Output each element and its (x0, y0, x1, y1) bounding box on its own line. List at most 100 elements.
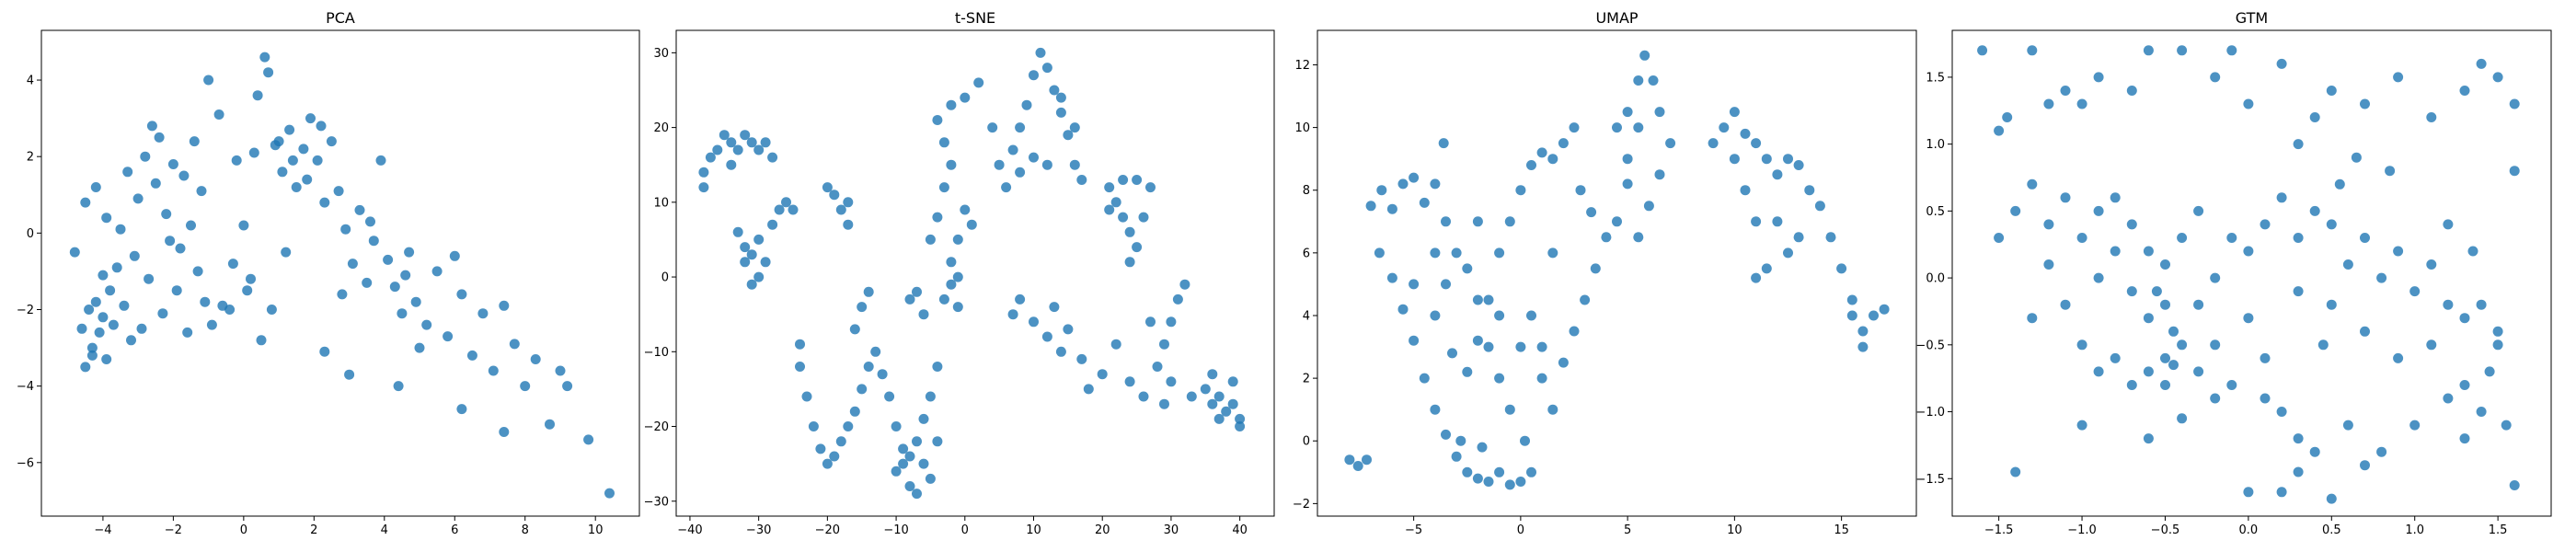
scatter-point (2043, 98, 2054, 109)
scatter-point (1814, 201, 1825, 212)
scatter-point (2426, 339, 2437, 351)
scatter-point (1804, 185, 1815, 196)
scatter-point (2076, 420, 2087, 431)
scatter-point (1376, 185, 1387, 196)
scatter-point (732, 144, 743, 155)
scatter-point (1793, 160, 1804, 170)
scatter-point (488, 365, 499, 376)
scatter-point (2342, 259, 2353, 270)
scatter-point (2276, 192, 2287, 203)
scatter-point (698, 182, 709, 193)
scatter-point (932, 436, 943, 447)
scatter-point (1069, 122, 1080, 133)
x-tick-label: −1.5 (1984, 523, 2014, 537)
scatter-point (344, 369, 355, 380)
scatter-point (2443, 219, 2454, 230)
scatter-point (1069, 159, 1080, 170)
x-tick-label: 1.0 (2405, 523, 2424, 537)
scatter-point (1526, 466, 1536, 477)
scatter-point (946, 257, 957, 268)
scatter-point (1569, 326, 1580, 337)
scatter-point (1846, 310, 1857, 321)
scatter-point (1166, 376, 1177, 387)
scatter-point (2060, 192, 2071, 203)
scatter-point (2168, 360, 2179, 371)
x-tick-label: 20 (1095, 523, 1110, 537)
scatter-point (1494, 466, 1505, 477)
scatter-point (2210, 72, 2221, 83)
scatter-point (843, 197, 854, 208)
scatter-point (973, 77, 984, 88)
scatter-point (2243, 313, 2254, 324)
scatter-point (1719, 122, 1730, 133)
scatter-point (2360, 326, 2370, 337)
scatter-point (2093, 366, 2104, 377)
scatter-point (1430, 178, 1441, 190)
scatter-point (2260, 219, 2271, 230)
scatter-point (312, 155, 323, 166)
scatter-point (877, 369, 888, 380)
scatter-point (2060, 86, 2071, 96)
scatter-point (248, 147, 259, 158)
y-tick-label: 1.0 (1926, 138, 1945, 152)
scatter-point (122, 167, 133, 178)
scatter-point (1622, 154, 1633, 165)
scatter-point (2476, 299, 2487, 310)
scatter-point (788, 204, 799, 215)
scatter-point (822, 458, 833, 469)
scatter-point (1235, 421, 1246, 431)
scatter-point (2492, 339, 2503, 351)
scatter-point (1419, 373, 1430, 384)
scatter-point (1472, 335, 1483, 346)
scatter-point (1124, 226, 1135, 237)
scatter-point (256, 335, 267, 346)
scatter-point (1665, 138, 1676, 149)
y-tick-label: −2 (17, 304, 34, 317)
scatter-point (719, 130, 730, 141)
scatter-point (2492, 326, 2503, 337)
scatter-point (1029, 70, 1039, 81)
scatter-point (1783, 247, 1793, 259)
scatter-point (2260, 393, 2271, 404)
scatter-point (946, 99, 957, 110)
scatter-point (2143, 313, 2154, 324)
scatter-point (362, 277, 373, 288)
scatter-point (365, 216, 375, 227)
scatter-point (1041, 331, 1052, 342)
scatter-point (2027, 45, 2038, 56)
scatter-point (213, 109, 224, 120)
scatter-point (2210, 272, 2221, 283)
scatter-point (1152, 362, 1163, 372)
scatter-point (443, 331, 454, 342)
scatter-point (2334, 178, 2345, 190)
scatter-point (1055, 92, 1066, 103)
x-tick-label: 10 (1026, 523, 1041, 537)
scatter-point (86, 342, 98, 353)
scatter-point (1836, 263, 1847, 274)
scatter-point (466, 350, 477, 361)
scatter-point (1793, 232, 1804, 243)
scatter-point (90, 296, 101, 307)
scatter-point (938, 137, 949, 148)
scatter-point (1124, 257, 1135, 268)
y-tick-label: −1.5 (1915, 473, 1945, 487)
panel-3: GTM −1.5 −1.0 −0.5 0.0 0.5 1.0 1.5 −1.5 −1.0 −0.5 0… (1915, 9, 2552, 537)
scatter-point (2409, 286, 2421, 297)
scatter-point (404, 247, 415, 258)
scatter-point (2126, 86, 2137, 96)
scatter-point (2326, 299, 2337, 310)
scatter-point (206, 319, 217, 330)
scatter-point (263, 67, 274, 78)
scatter-point (2326, 86, 2337, 96)
scatter-point (849, 406, 860, 417)
panel-1: t-SNE −40 −30 −20 −10 0 10 20 30 40 −30 −20 −10 0 10 20… (644, 9, 1275, 537)
scatter-point (2143, 246, 2154, 257)
scatter-point (705, 152, 716, 163)
scatter-point (2501, 420, 2512, 431)
scatter-point (1633, 75, 1644, 86)
scatter-point (1138, 391, 1149, 402)
scatter-point (456, 404, 467, 415)
scatter-point (2484, 366, 2495, 377)
scatter-point (302, 174, 313, 185)
scatter-point (1536, 341, 1547, 352)
